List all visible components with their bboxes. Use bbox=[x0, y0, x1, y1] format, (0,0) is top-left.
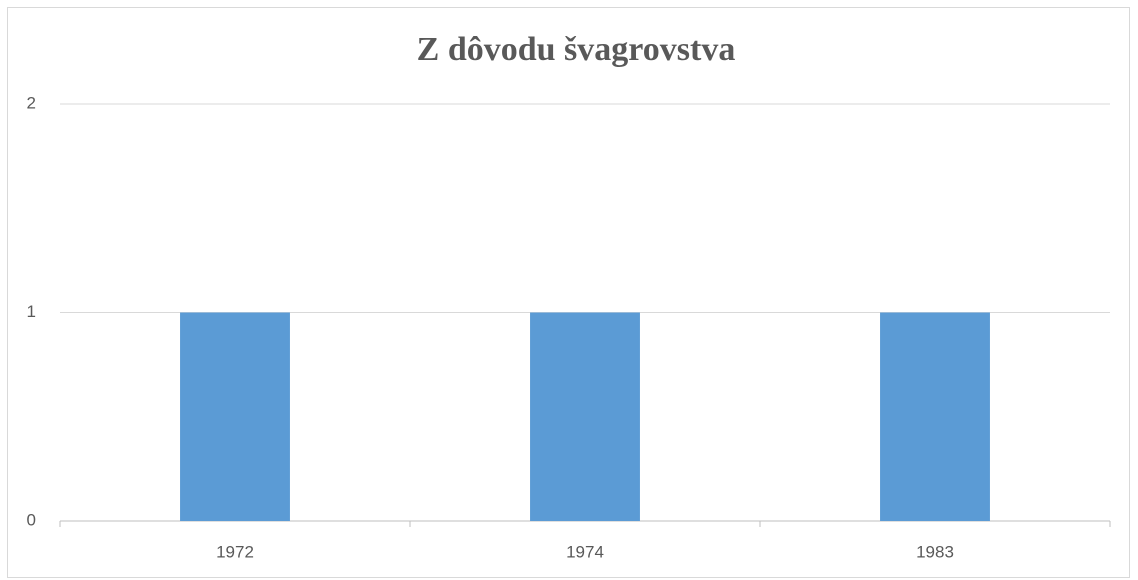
y-tick-label: 2 bbox=[27, 93, 36, 112]
y-tick-label: 0 bbox=[27, 510, 36, 529]
bar bbox=[180, 312, 290, 521]
x-tick-label: 1974 bbox=[566, 542, 604, 561]
bar bbox=[530, 312, 640, 521]
x-tick-label: 1983 bbox=[916, 542, 954, 561]
y-tick-label: 1 bbox=[27, 302, 36, 321]
chart-title: Z dôvodu švagrovstva bbox=[417, 31, 736, 68]
x-tick-label: 1972 bbox=[216, 542, 254, 561]
bar bbox=[880, 312, 990, 521]
